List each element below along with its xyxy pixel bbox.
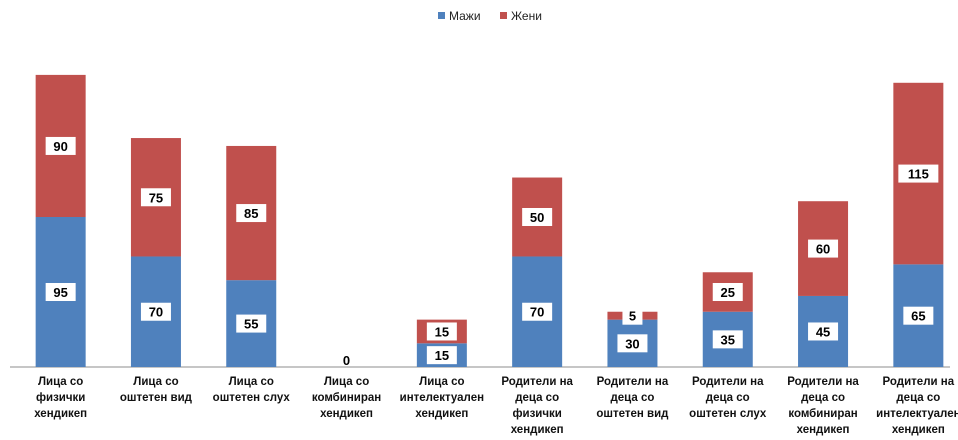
data-label-female-7: 25 <box>721 285 735 300</box>
category-label-7: Родители на деца со оштетен слух <box>689 376 767 420</box>
data-label-female-6: 5 <box>629 309 636 324</box>
data-label-male-8-box <box>808 322 839 341</box>
data-label-female-5-box <box>522 208 553 226</box>
category-label-9: Родители на деца со интелектуален хендикеп <box>876 376 958 436</box>
data-label-male-9: 65 <box>911 309 925 324</box>
category-label-4: Лица со интелектуален хендикеп <box>400 376 484 420</box>
data-label-female-0-box <box>45 136 76 155</box>
data-label-male-5-box <box>522 302 553 321</box>
data-label-female-5: 50 <box>530 210 544 225</box>
data-label-male-0-box <box>45 283 76 301</box>
data-label-female-7-box <box>712 283 743 301</box>
legend-swatch-female <box>500 12 507 19</box>
data-label-female-1: 75 <box>149 190 163 205</box>
data-label-female-4: 15 <box>435 324 449 339</box>
data-label-male-0: 95 <box>53 285 67 300</box>
data-label-female-0: 90 <box>53 139 67 154</box>
data-label-male-4: 15 <box>435 348 449 363</box>
legend-label-male: Мажи <box>449 9 481 23</box>
category-label-1: Лица со оштетен вид <box>120 376 193 404</box>
data-label-zero-3: 0 <box>343 353 350 368</box>
data-label-male-6-box <box>617 334 648 353</box>
data-label-male-2: 55 <box>244 317 258 332</box>
data-label-male-5: 70 <box>530 305 544 320</box>
data-labels-group: 95 90 70 75 55 85 0 15 15 70 50 30 5 35 25 45 60 65 115 <box>45 136 939 368</box>
category-label-2: Лица со оштетен слух <box>213 376 291 404</box>
category-labels-group: Лица со физички хендикеп Лица со оштетен вид… <box>34 376 958 436</box>
category-label-6: Родители на деца со оштетен вид <box>596 376 669 420</box>
data-label-male-2-box <box>236 314 267 333</box>
data-label-male-7: 35 <box>721 332 735 347</box>
legend-swatch-male <box>438 12 445 19</box>
data-label-female-8: 60 <box>816 242 830 257</box>
data-label-male-9-box <box>903 306 934 325</box>
data-label-female-9-box <box>898 164 939 183</box>
data-label-male-7-box <box>712 330 743 349</box>
data-label-female-9: 115 <box>908 167 929 182</box>
data-label-male-6: 30 <box>625 336 639 351</box>
data-label-male-4-box <box>426 346 457 365</box>
category-label-0: Лица со физички хендикеп <box>34 376 87 420</box>
data-label-female-8-box <box>808 239 839 258</box>
data-label-female-4-box <box>426 322 457 341</box>
legend-label-female: Жени <box>511 9 542 23</box>
data-label-female-6-box <box>622 306 643 325</box>
data-label-female-1-box <box>140 188 171 207</box>
data-label-male-1: 70 <box>149 305 163 320</box>
data-label-male-8: 45 <box>816 324 830 339</box>
data-label-female-2-box <box>236 204 267 223</box>
data-label-female-2: 85 <box>244 206 258 221</box>
category-label-3: Лица со комбиниран хендикеп <box>312 376 381 420</box>
category-label-5: Родители на деца со физички хендикеп <box>501 376 573 436</box>
bars-group <box>35 74 944 367</box>
legend: Мажи Жени <box>438 9 542 23</box>
data-label-male-1-box <box>140 302 171 321</box>
category-label-8: Родители на деца со комбиниран хендикеп <box>787 376 859 436</box>
